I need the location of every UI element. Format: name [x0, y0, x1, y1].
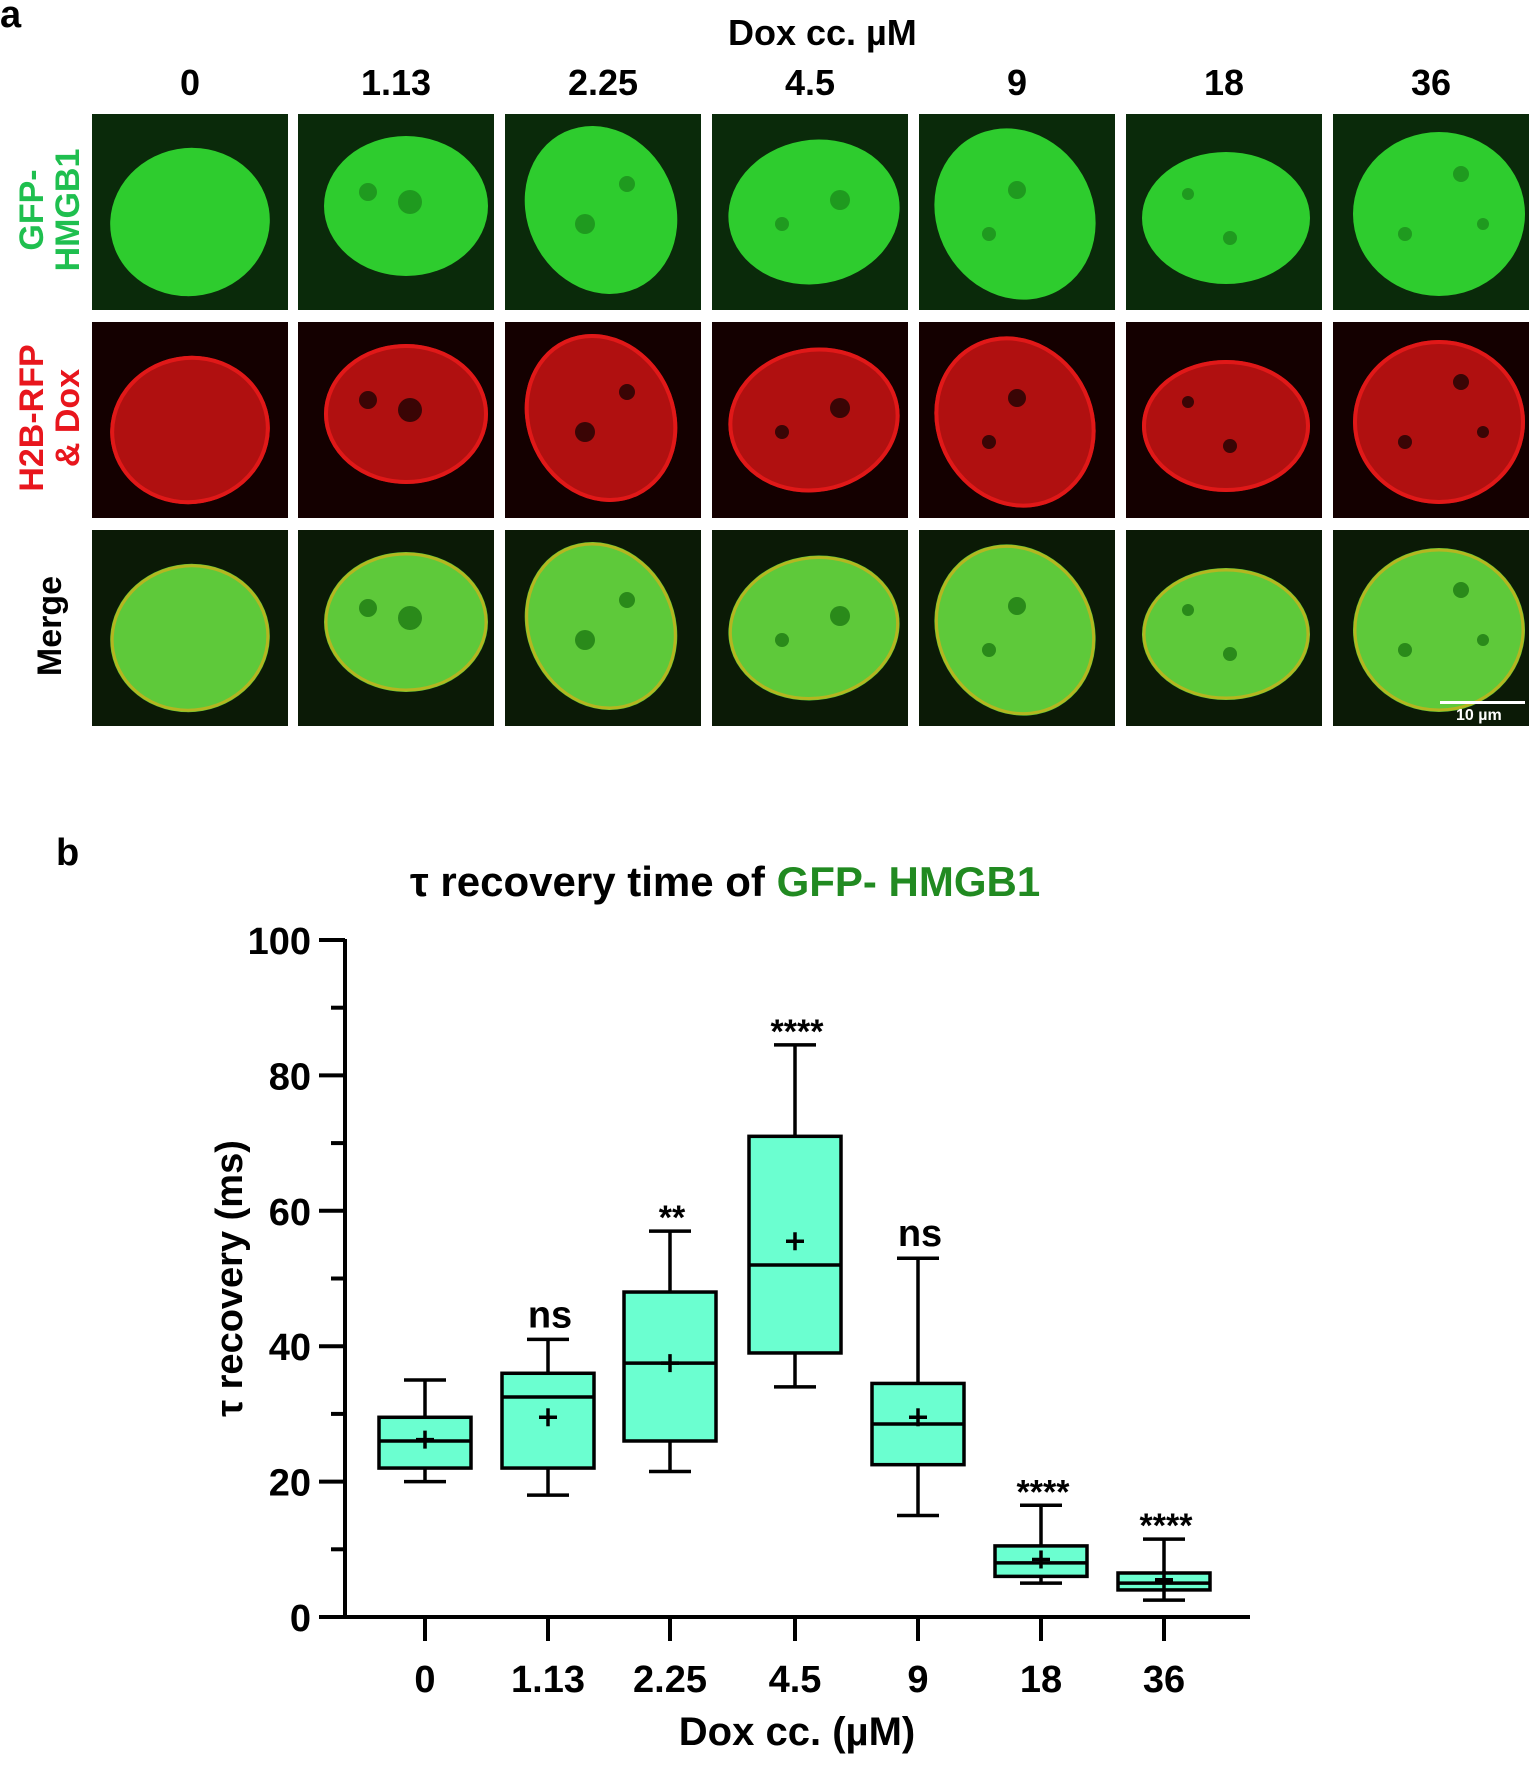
micrograph-tile [298, 114, 494, 310]
panel-b-letter: b [56, 832, 80, 874]
micrograph-tile [505, 322, 701, 518]
micrograph-tile [919, 322, 1115, 518]
row-label-line: H2B-RFP [13, 344, 51, 492]
column-label: 18 [1203, 62, 1245, 103]
column-label: 4.5 [784, 62, 836, 103]
micrograph-tile [298, 322, 494, 518]
row-label: Merge [31, 575, 69, 677]
row-label: H2B-RFP & Dox [13, 344, 87, 492]
micrograph-tile [1126, 322, 1322, 518]
significance-label: ns [528, 1294, 572, 1336]
chart-title-highlight: GFP- HMGB1 [776, 858, 1041, 905]
box-plot: 0 20 40 60 80 100 τ recovery (ms) 0 1.13 2.25 4.5 9… [209, 921, 1250, 1754]
x-tick-label: 2.25 [633, 1659, 707, 1701]
significance-label: **** [771, 1013, 825, 1051]
micrograph-tile [712, 322, 908, 518]
column-label: 0 [179, 62, 201, 103]
chart-title: τ recovery time of GFP- HMGB1 [410, 858, 1040, 906]
micrograph-tile [1333, 530, 1529, 726]
significance-label: ns [898, 1213, 942, 1255]
micrograph-tile [1333, 114, 1529, 310]
micrograph-tile [712, 530, 908, 726]
column-label: 9 [1006, 62, 1028, 103]
micrograph-tile [92, 114, 288, 310]
y-tick-label: 20 [269, 1463, 311, 1505]
micrograph-tile [919, 114, 1115, 310]
micrograph-tile [505, 530, 701, 726]
x-tick-label: 9 [907, 1659, 928, 1701]
scale-bar [1440, 701, 1525, 704]
dox-header: Dox cc. µM [728, 12, 917, 53]
significance-label: **** [1140, 1507, 1194, 1545]
column-label: 2.25 [567, 62, 639, 103]
x-tick-label: 36 [1143, 1659, 1185, 1701]
y-tick-label: 40 [269, 1327, 311, 1369]
micrograph-tile [298, 530, 494, 726]
micrograph-tile [919, 530, 1115, 726]
significance-label: **** [1017, 1473, 1071, 1511]
x-tick-label: 4.5 [769, 1659, 822, 1701]
micrograph-tile [92, 530, 288, 726]
micrograph-tile [1333, 322, 1529, 518]
micrograph-tile [1126, 114, 1322, 310]
y-tick-label: 80 [269, 1056, 311, 1098]
y-axis-label: τ recovery (ms) [209, 1140, 251, 1417]
y-tick-label: 0 [290, 1598, 311, 1640]
micrograph-tile [92, 322, 288, 518]
x-tick-label: 18 [1020, 1659, 1062, 1701]
chart-title-prefix: τ recovery time of [410, 858, 777, 905]
column-label: 1.13 [360, 62, 432, 103]
micrograph-tile [505, 114, 701, 310]
scale-bar-label: 10 µm [1456, 707, 1502, 724]
row-label-line: Merge [31, 575, 69, 677]
y-tick-label: 100 [248, 921, 311, 963]
x-tick-label: 0 [414, 1659, 435, 1701]
panel-a-letter: a [0, 0, 22, 36]
x-tick-label: 1.13 [511, 1659, 585, 1701]
row-label-line: & Dox [49, 368, 87, 468]
micrograph-tile [712, 114, 908, 310]
y-tick-label: 60 [269, 1192, 311, 1234]
row-label: GFP- HMGB1 [13, 148, 87, 272]
row-label-line: GFP- [13, 169, 51, 251]
micrograph-tile [1126, 530, 1322, 726]
row-label-line: HMGB1 [49, 148, 87, 272]
significance-label: ** [659, 1199, 686, 1237]
x-axis-label: Dox cc. (µM) [679, 1710, 915, 1754]
column-label: 36 [1410, 62, 1452, 103]
